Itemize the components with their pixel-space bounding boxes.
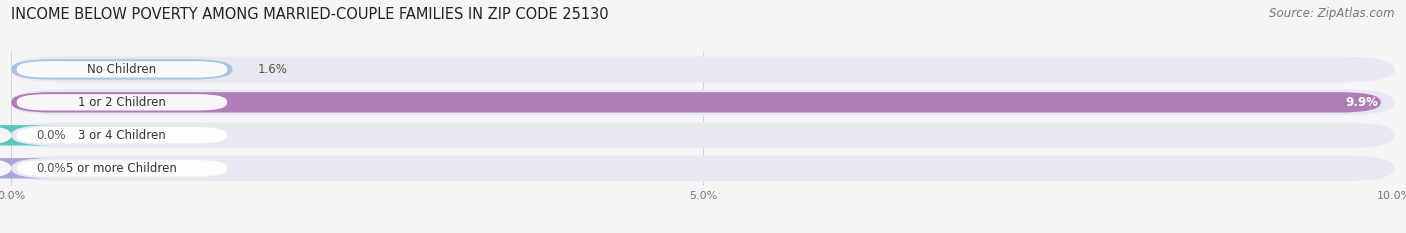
Text: INCOME BELOW POVERTY AMONG MARRIED-COUPLE FAMILIES IN ZIP CODE 25130: INCOME BELOW POVERTY AMONG MARRIED-COUPL… (11, 7, 609, 22)
Text: 1.6%: 1.6% (257, 63, 287, 76)
FancyBboxPatch shape (0, 125, 53, 146)
Text: 0.0%: 0.0% (37, 129, 66, 142)
Text: 1 or 2 Children: 1 or 2 Children (77, 96, 166, 109)
FancyBboxPatch shape (11, 155, 1395, 181)
FancyBboxPatch shape (11, 89, 1395, 115)
Text: 5 or more Children: 5 or more Children (66, 162, 177, 175)
FancyBboxPatch shape (11, 57, 1395, 82)
FancyBboxPatch shape (17, 94, 228, 110)
Text: 3 or 4 Children: 3 or 4 Children (79, 129, 166, 142)
FancyBboxPatch shape (17, 160, 228, 176)
FancyBboxPatch shape (17, 127, 228, 144)
FancyBboxPatch shape (17, 61, 228, 78)
Text: Source: ZipAtlas.com: Source: ZipAtlas.com (1270, 7, 1395, 20)
FancyBboxPatch shape (0, 158, 53, 178)
Text: 0.0%: 0.0% (37, 162, 66, 175)
Text: 9.9%: 9.9% (1346, 96, 1378, 109)
FancyBboxPatch shape (11, 123, 1395, 148)
Text: No Children: No Children (87, 63, 156, 76)
FancyBboxPatch shape (11, 92, 1381, 113)
FancyBboxPatch shape (11, 59, 232, 80)
